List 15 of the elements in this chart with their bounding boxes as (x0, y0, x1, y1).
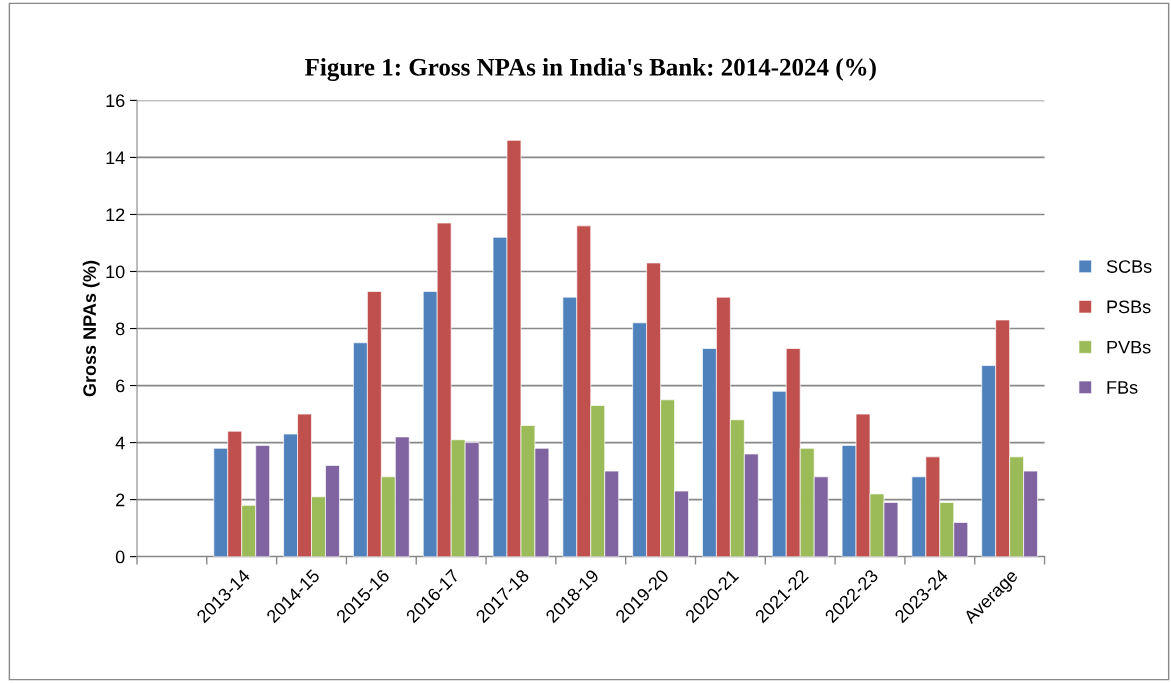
y-axis-title: Gross NPAs (%) (82, 260, 100, 397)
legend-label: SCBs (1106, 260, 1152, 273)
legend-label: PVBs (1107, 340, 1151, 354)
y-tick-label: 12 (106, 208, 125, 221)
chart-title: Figure 1: Gross NPAs in India's Bank: 2014-2024 (%) (305, 58, 876, 81)
legend-label: FBs (1107, 381, 1138, 394)
y-tick-label: 0 (115, 550, 125, 564)
y-tick-label: 10 (106, 265, 125, 279)
y-tick-label: 2 (116, 493, 125, 507)
legend-label: PSBs (1107, 300, 1151, 314)
y-tick-label: 14 (106, 151, 125, 164)
y-tick-label: 16 (106, 94, 125, 108)
y-tick-label: 6 (116, 379, 125, 393)
y-tick-label: 4 (115, 436, 125, 450)
y-tick-label: 8 (115, 322, 125, 336)
